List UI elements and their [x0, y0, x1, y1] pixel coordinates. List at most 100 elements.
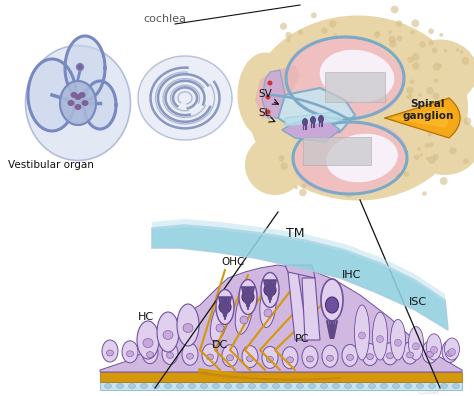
- Ellipse shape: [419, 41, 426, 48]
- Ellipse shape: [296, 148, 301, 153]
- Ellipse shape: [321, 27, 328, 34]
- Text: DC: DC: [212, 340, 228, 350]
- Ellipse shape: [321, 279, 343, 321]
- Ellipse shape: [366, 42, 371, 47]
- Ellipse shape: [437, 125, 444, 131]
- Ellipse shape: [140, 383, 147, 388]
- Ellipse shape: [76, 63, 83, 70]
- Ellipse shape: [210, 298, 230, 342]
- Ellipse shape: [404, 383, 411, 388]
- Ellipse shape: [374, 31, 381, 38]
- Ellipse shape: [326, 297, 338, 313]
- Ellipse shape: [342, 345, 358, 366]
- Ellipse shape: [365, 77, 369, 82]
- Ellipse shape: [407, 352, 413, 358]
- Text: SV: SV: [258, 89, 272, 99]
- Ellipse shape: [373, 312, 388, 360]
- Ellipse shape: [245, 135, 305, 195]
- Ellipse shape: [325, 48, 331, 55]
- Ellipse shape: [264, 284, 276, 296]
- Ellipse shape: [302, 118, 308, 126]
- Ellipse shape: [280, 23, 287, 30]
- Ellipse shape: [79, 92, 85, 98]
- Ellipse shape: [322, 345, 338, 367]
- Ellipse shape: [309, 383, 316, 388]
- Polygon shape: [100, 382, 462, 390]
- Ellipse shape: [345, 190, 353, 198]
- Ellipse shape: [237, 383, 244, 388]
- Ellipse shape: [434, 78, 438, 83]
- Ellipse shape: [441, 129, 448, 136]
- Ellipse shape: [372, 156, 375, 159]
- Ellipse shape: [286, 36, 404, 120]
- FancyBboxPatch shape: [325, 72, 385, 102]
- Ellipse shape: [451, 104, 456, 109]
- Ellipse shape: [397, 36, 402, 41]
- Ellipse shape: [143, 339, 153, 348]
- Ellipse shape: [219, 301, 231, 313]
- Ellipse shape: [381, 126, 385, 131]
- Ellipse shape: [332, 383, 339, 388]
- Ellipse shape: [448, 348, 456, 356]
- Ellipse shape: [285, 86, 292, 94]
- Ellipse shape: [284, 383, 292, 388]
- Ellipse shape: [301, 101, 307, 107]
- Ellipse shape: [239, 280, 257, 314]
- Ellipse shape: [287, 75, 292, 81]
- Ellipse shape: [428, 142, 434, 147]
- Ellipse shape: [146, 352, 154, 358]
- Ellipse shape: [202, 344, 218, 366]
- Ellipse shape: [305, 111, 309, 115]
- Ellipse shape: [456, 48, 459, 51]
- Ellipse shape: [394, 173, 398, 177]
- Ellipse shape: [409, 327, 423, 360]
- Polygon shape: [393, 109, 448, 127]
- Ellipse shape: [216, 289, 234, 324]
- Polygon shape: [288, 272, 308, 340]
- Ellipse shape: [394, 339, 401, 346]
- Ellipse shape: [402, 342, 418, 364]
- Ellipse shape: [417, 383, 423, 388]
- Ellipse shape: [237, 53, 292, 137]
- Text: Vestibular organ: Vestibular organ: [8, 160, 94, 170]
- Ellipse shape: [216, 324, 224, 332]
- Ellipse shape: [334, 186, 341, 194]
- Polygon shape: [28, 59, 76, 131]
- Polygon shape: [100, 372, 462, 382]
- Ellipse shape: [444, 49, 447, 52]
- Ellipse shape: [311, 12, 317, 18]
- Ellipse shape: [293, 122, 407, 194]
- Ellipse shape: [396, 20, 402, 27]
- Ellipse shape: [182, 343, 198, 365]
- Ellipse shape: [74, 104, 82, 110]
- Polygon shape: [255, 65, 300, 118]
- Text: PC: PC: [295, 334, 309, 344]
- Ellipse shape: [438, 64, 442, 67]
- Ellipse shape: [428, 29, 434, 34]
- Ellipse shape: [428, 131, 432, 137]
- Text: SL: SL: [258, 108, 270, 118]
- Ellipse shape: [449, 147, 457, 155]
- Ellipse shape: [389, 36, 396, 43]
- Ellipse shape: [166, 352, 173, 358]
- Polygon shape: [138, 56, 232, 140]
- Ellipse shape: [326, 114, 331, 119]
- Ellipse shape: [433, 63, 441, 71]
- Ellipse shape: [302, 346, 318, 368]
- Text: cochlea: cochlea: [143, 14, 186, 24]
- Ellipse shape: [278, 155, 284, 162]
- Ellipse shape: [371, 66, 376, 72]
- Ellipse shape: [440, 383, 447, 388]
- Ellipse shape: [291, 119, 295, 123]
- Ellipse shape: [463, 158, 469, 164]
- Ellipse shape: [392, 383, 400, 388]
- Ellipse shape: [442, 341, 458, 362]
- Ellipse shape: [445, 338, 459, 360]
- Ellipse shape: [322, 112, 326, 115]
- Ellipse shape: [412, 62, 419, 69]
- Ellipse shape: [356, 383, 364, 388]
- Ellipse shape: [427, 87, 434, 94]
- Ellipse shape: [462, 57, 469, 65]
- Ellipse shape: [464, 117, 471, 125]
- Ellipse shape: [334, 103, 338, 108]
